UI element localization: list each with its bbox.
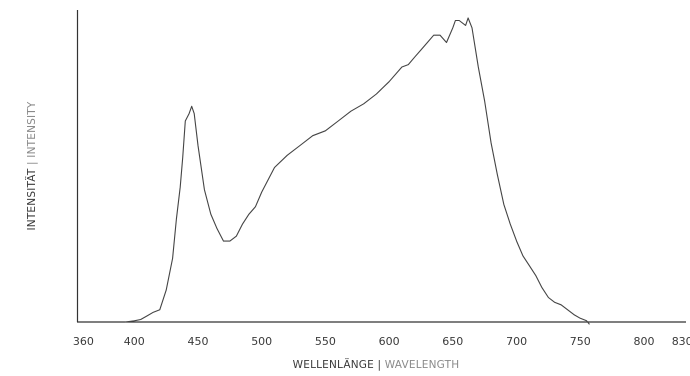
- x-tick-label: 800: [634, 335, 655, 348]
- spectrum-line: [124, 17, 590, 325]
- x-axis-title-separator: |: [374, 359, 385, 371]
- y-axis-title-primary: INTENSITÄT: [25, 168, 38, 230]
- y-axis-title-separator: |: [26, 158, 38, 169]
- x-axis-title: WELLENLÄNGE | WAVELENGTH: [293, 358, 460, 371]
- x-axis-title-secondary: WAVELENGTH: [385, 359, 460, 371]
- axes: [76, 10, 686, 323]
- y-axis-title: INTENSITÄT | INTENSITY: [25, 101, 38, 230]
- x-tick-label: 550: [315, 335, 336, 348]
- x-tick-label: 830: [672, 335, 690, 348]
- x-axis-title-primary: WELLENLÄNGE: [293, 358, 374, 371]
- x-tick-label: 750: [570, 335, 591, 348]
- x-tick-label: 700: [506, 335, 527, 348]
- y-axis-title-secondary: INTENSITY: [26, 101, 38, 158]
- x-tick-label: 360: [73, 335, 94, 348]
- x-tick-label: 450: [188, 335, 209, 348]
- x-tick-label: 600: [379, 335, 400, 348]
- x-tick-labels: 360 400 450 500 550 600 650 700 750 800 830: [73, 335, 690, 348]
- x-tick-label: 500: [251, 335, 272, 348]
- x-tick-label: 400: [124, 335, 145, 348]
- x-tick-label: 650: [442, 335, 463, 348]
